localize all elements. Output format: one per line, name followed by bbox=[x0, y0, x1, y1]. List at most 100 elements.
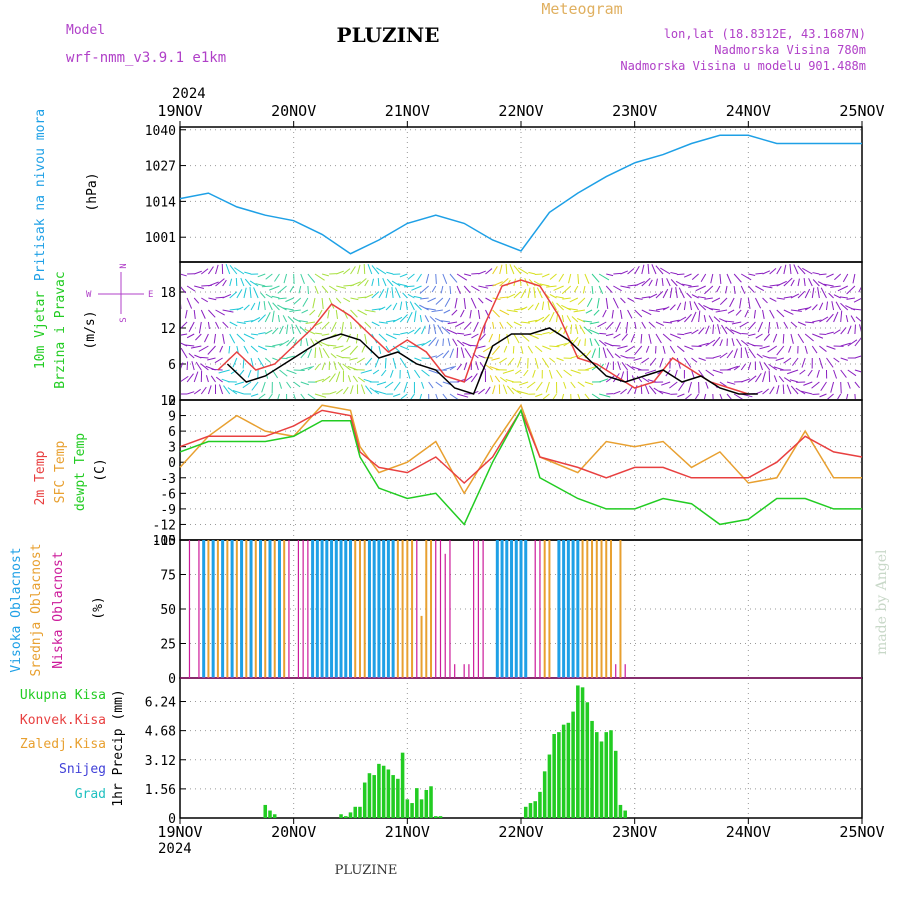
wind-arrow bbox=[463, 297, 466, 309]
precip-bar bbox=[557, 732, 561, 818]
wind-arrow bbox=[748, 375, 757, 383]
wind-arrow bbox=[551, 301, 557, 311]
wind-arrow bbox=[858, 286, 861, 293]
wind-arrow bbox=[563, 381, 567, 389]
watermark: made by Angel bbox=[874, 549, 890, 655]
wind-arrow bbox=[577, 297, 586, 305]
wind-arrow bbox=[414, 327, 421, 335]
wind-arrow bbox=[494, 375, 501, 383]
wind-arrow bbox=[675, 287, 678, 299]
wind-arrow bbox=[528, 271, 536, 275]
wind-arrow bbox=[697, 296, 706, 299]
bottom-title: PLUZINE bbox=[335, 863, 398, 878]
wind-arrow bbox=[381, 369, 387, 377]
wind-arrow bbox=[478, 354, 486, 359]
legend-grad: Grad bbox=[75, 787, 106, 802]
wind-arrow bbox=[826, 357, 834, 368]
wind-arrow bbox=[812, 272, 820, 275]
wind-arrow bbox=[391, 287, 394, 299]
wind-arrow bbox=[755, 272, 763, 275]
wind-arrow bbox=[520, 345, 524, 354]
wind-arrow bbox=[378, 345, 382, 354]
wind-arrow bbox=[213, 333, 217, 344]
wind-arrow bbox=[726, 381, 736, 385]
wind-arrow bbox=[853, 297, 861, 303]
x-tick-label-bottom: 19NOV bbox=[157, 823, 202, 841]
wind-arrow bbox=[384, 357, 387, 369]
wind-arrow bbox=[184, 344, 195, 347]
wind-arrow bbox=[747, 285, 755, 293]
wind-arrow bbox=[583, 320, 593, 323]
wind-arrow bbox=[409, 301, 415, 311]
wind-arrow bbox=[279, 369, 288, 377]
wind-arrow bbox=[363, 263, 366, 275]
plot-layer: 1001101410271040061218129630-3-6-9-12-15… bbox=[145, 102, 885, 841]
wind-arrow bbox=[314, 393, 327, 398]
wind-arrow bbox=[762, 297, 768, 304]
pressure-line bbox=[179, 134, 862, 255]
wind-arrow bbox=[219, 384, 224, 395]
wind-arrow bbox=[512, 345, 515, 354]
wind-arrow bbox=[744, 347, 749, 359]
wind-arrow bbox=[208, 281, 219, 287]
precip-bar bbox=[561, 724, 566, 818]
wind-arrow bbox=[828, 292, 834, 299]
wind-arrow bbox=[573, 309, 586, 313]
wind-arrow bbox=[207, 321, 210, 329]
wind-arrow bbox=[507, 385, 515, 395]
cloud-bar-high bbox=[202, 540, 206, 678]
wind-arrow bbox=[842, 273, 849, 283]
precip-bar bbox=[415, 788, 419, 818]
wind-arrow bbox=[250, 302, 256, 311]
wind-arrow bbox=[847, 325, 852, 335]
y-tick-label: 9 bbox=[168, 410, 176, 425]
wind-arrow bbox=[687, 381, 692, 393]
wind-arrow bbox=[442, 273, 448, 284]
wind-arrow bbox=[361, 345, 366, 353]
pressure-ylabel: Pritisak na nivou mora bbox=[33, 109, 48, 281]
wind-arrow bbox=[385, 333, 397, 340]
wind-arrow bbox=[195, 361, 202, 371]
wind-arrow bbox=[424, 315, 430, 323]
wind-arrow bbox=[242, 357, 245, 369]
wind-arrow bbox=[289, 309, 301, 312]
wind-arrow bbox=[264, 311, 271, 323]
y-tick-label: 75 bbox=[160, 569, 176, 584]
wind-arrow bbox=[464, 348, 472, 359]
wind-arrow bbox=[541, 314, 550, 323]
precip-bar bbox=[552, 734, 556, 818]
wind-arrow bbox=[840, 302, 849, 311]
wind-arrow bbox=[556, 302, 564, 311]
wind-arrow bbox=[293, 297, 302, 305]
wind-arrow bbox=[229, 278, 233, 287]
wind-arrow bbox=[677, 316, 687, 323]
wind-arrow bbox=[634, 297, 643, 300]
cloud-ylabel-mid: Srednja Oblacnost bbox=[29, 543, 44, 676]
wind-arrow bbox=[272, 302, 280, 311]
cloud-bar-high bbox=[372, 540, 376, 678]
wind-arrow bbox=[840, 369, 847, 378]
wind-arrow bbox=[406, 311, 413, 323]
wind-arrow bbox=[840, 381, 842, 394]
wind-arrow bbox=[451, 309, 458, 316]
wind-arrow bbox=[435, 273, 437, 285]
wind-arrow bbox=[790, 385, 799, 395]
wind-arrow bbox=[321, 321, 330, 330]
y-tick-label: 6 bbox=[168, 425, 176, 440]
wind-arrow bbox=[287, 315, 295, 323]
wind-arrow bbox=[725, 320, 735, 323]
wind-arrow bbox=[271, 310, 275, 323]
cloud-bar-high bbox=[524, 540, 528, 678]
wind-arrow bbox=[549, 345, 560, 348]
wind-arrow bbox=[499, 264, 503, 275]
y-tick-label: 0 bbox=[168, 394, 176, 409]
wind-arrow bbox=[485, 386, 491, 395]
wind-arrow bbox=[591, 393, 601, 399]
wind-arrow bbox=[617, 345, 628, 350]
wind-arrow bbox=[833, 329, 841, 335]
cloud-bar-low bbox=[307, 540, 309, 678]
wind-compass: N W E S bbox=[86, 263, 153, 322]
wind-speed-line bbox=[226, 327, 758, 395]
y-tick-label: 12 bbox=[160, 322, 176, 337]
wind-arrow bbox=[207, 345, 216, 355]
